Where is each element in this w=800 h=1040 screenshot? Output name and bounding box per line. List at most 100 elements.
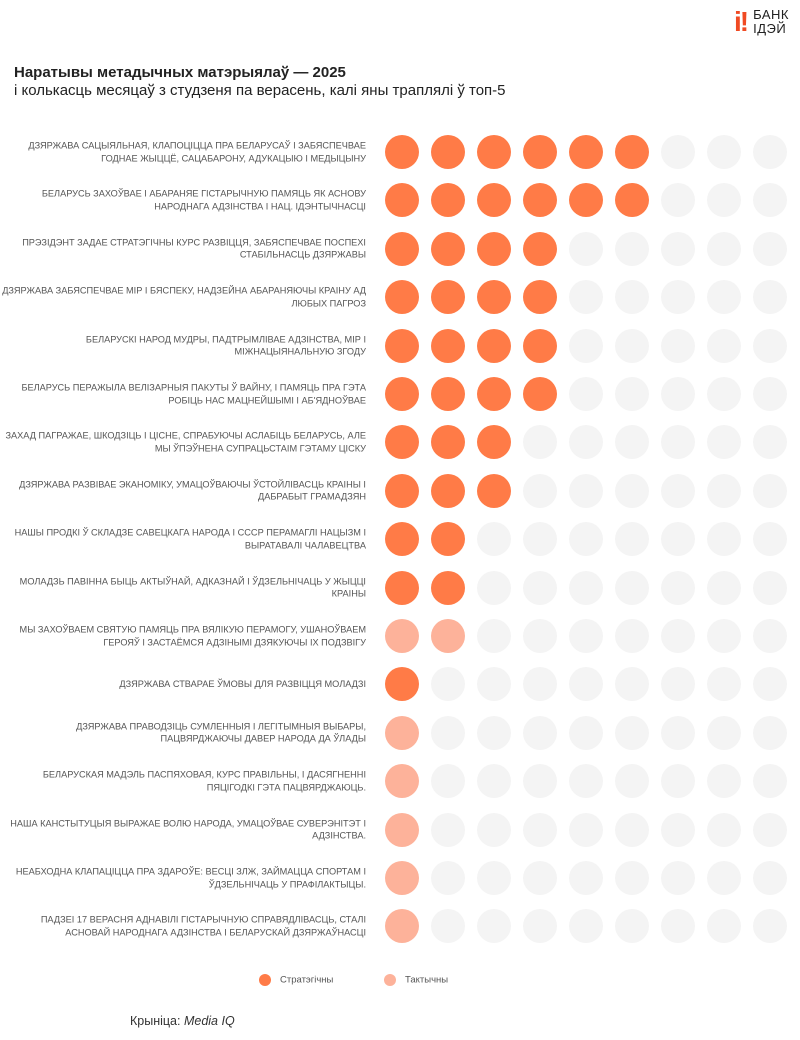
dot-strategic — [385, 328, 419, 363]
dot-empty — [431, 667, 465, 702]
dot-empty — [523, 764, 557, 799]
dot-empty — [661, 135, 695, 169]
dot-empty — [569, 667, 603, 702]
logo-line2: ІДЭЙ — [753, 21, 787, 36]
dot-empty — [661, 377, 695, 411]
dot-empty — [753, 135, 787, 169]
chart-subtitle: і колькасць месяцаў з студзеня па верасе… — [14, 82, 506, 99]
dot-empty — [569, 812, 603, 847]
dot-empty — [477, 715, 511, 750]
dot-empty — [661, 619, 695, 653]
dot-empty — [753, 473, 787, 508]
dot-empty — [523, 473, 557, 508]
dot-strategic — [431, 183, 465, 218]
dot-strategic — [477, 328, 511, 363]
dot-empty — [569, 861, 603, 895]
dot-empty — [753, 715, 787, 750]
dot-empty — [707, 135, 741, 169]
dot-empty — [753, 522, 787, 557]
dot-strategic — [615, 135, 649, 169]
dot-strategic — [385, 280, 419, 315]
dot-strategic — [385, 183, 419, 218]
dot-empty — [477, 909, 511, 944]
logo: i! БАНК ІДЭЙ — [734, 8, 789, 36]
row-label: Нашы продкі ў складзе савецкага народа і… — [14, 527, 366, 551]
dot-empty — [431, 715, 465, 750]
dot-empty — [523, 619, 557, 653]
dot-empty — [661, 280, 695, 315]
dot-strategic — [431, 231, 465, 266]
dot-strategic — [431, 328, 465, 363]
dot-empty — [431, 812, 465, 847]
dot-empty — [615, 377, 649, 411]
dot-empty — [661, 522, 695, 557]
dot-empty — [431, 764, 465, 799]
dot-strategic — [431, 570, 465, 605]
dot-empty — [707, 425, 741, 460]
dot-empty — [661, 570, 695, 605]
dot-empty — [661, 183, 695, 218]
dot-empty — [707, 280, 741, 315]
dot-empty — [661, 425, 695, 460]
dot-empty — [707, 522, 741, 557]
dot-empty — [615, 909, 649, 944]
dot-empty — [753, 328, 787, 363]
dot-empty — [753, 764, 787, 799]
dot-empty — [615, 861, 649, 895]
dot-strategic — [523, 328, 557, 363]
dot-strategic — [477, 135, 511, 169]
dot-empty — [523, 715, 557, 750]
dot-empty — [615, 425, 649, 460]
dot-strategic — [523, 135, 557, 169]
source-prefix: Крыніца: — [130, 1014, 184, 1028]
dot-strategic — [615, 183, 649, 218]
dot-empty — [661, 667, 695, 702]
dot-empty — [753, 377, 787, 411]
dot-strategic — [385, 522, 419, 557]
dot-tactical — [385, 861, 419, 895]
dot-empty — [753, 231, 787, 266]
dot-strategic — [385, 570, 419, 605]
dot-empty — [569, 280, 603, 315]
dot-empty — [569, 909, 603, 944]
dot-strategic — [431, 425, 465, 460]
dot-strategic — [477, 183, 511, 218]
row-label: Прэзідэнт задае стратэгічны курс развіцц… — [22, 237, 366, 260]
row-label: Беларусь перажыла велізарныя пакуты ў ва… — [21, 382, 366, 406]
legend-dot-strategic — [259, 974, 271, 986]
dot-empty — [707, 231, 741, 266]
dot-empty — [569, 231, 603, 266]
dot-empty — [569, 473, 603, 508]
row-label: Беларусь захоўвае і абараняе гістарычную… — [41, 188, 366, 212]
row-label: Мы захоўваем святую памяць пра Вялікую П… — [19, 624, 366, 648]
dot-empty — [477, 812, 511, 847]
dot-empty — [615, 522, 649, 557]
dot-empty — [523, 522, 557, 557]
dot-empty — [615, 764, 649, 799]
dot-tactical — [385, 619, 419, 653]
dot-empty — [661, 715, 695, 750]
dot-empty — [569, 570, 603, 605]
row-label: Дзяржава стварае ўмовы для развіцця мола… — [119, 679, 366, 690]
dot-empty — [569, 522, 603, 557]
dot-empty — [523, 425, 557, 460]
row-label: Наша Канстытуцыя выражае волю народа, ум… — [10, 818, 366, 841]
dot-empty — [661, 812, 695, 847]
row-label: Падзеі 17 верасня аднавілі гістарычную с… — [40, 914, 366, 938]
dot-empty — [661, 231, 695, 266]
dot-empty — [707, 570, 741, 605]
dot-empty — [615, 667, 649, 702]
dot-strategic — [431, 473, 465, 508]
dot-empty — [707, 909, 741, 944]
dot-empty — [707, 183, 741, 218]
dot-strategic — [385, 667, 419, 702]
dot-strategic — [431, 377, 465, 411]
row-label: Моладзь павінна быць актыўнай, адказнай … — [19, 576, 366, 599]
dot-strategic — [523, 280, 557, 315]
row-label: Беларуская мадэль паспяховая, курс праві… — [42, 769, 366, 793]
dot-empty — [477, 764, 511, 799]
dot-empty — [615, 715, 649, 750]
dot-strategic — [477, 377, 511, 411]
dot-empty — [753, 812, 787, 847]
